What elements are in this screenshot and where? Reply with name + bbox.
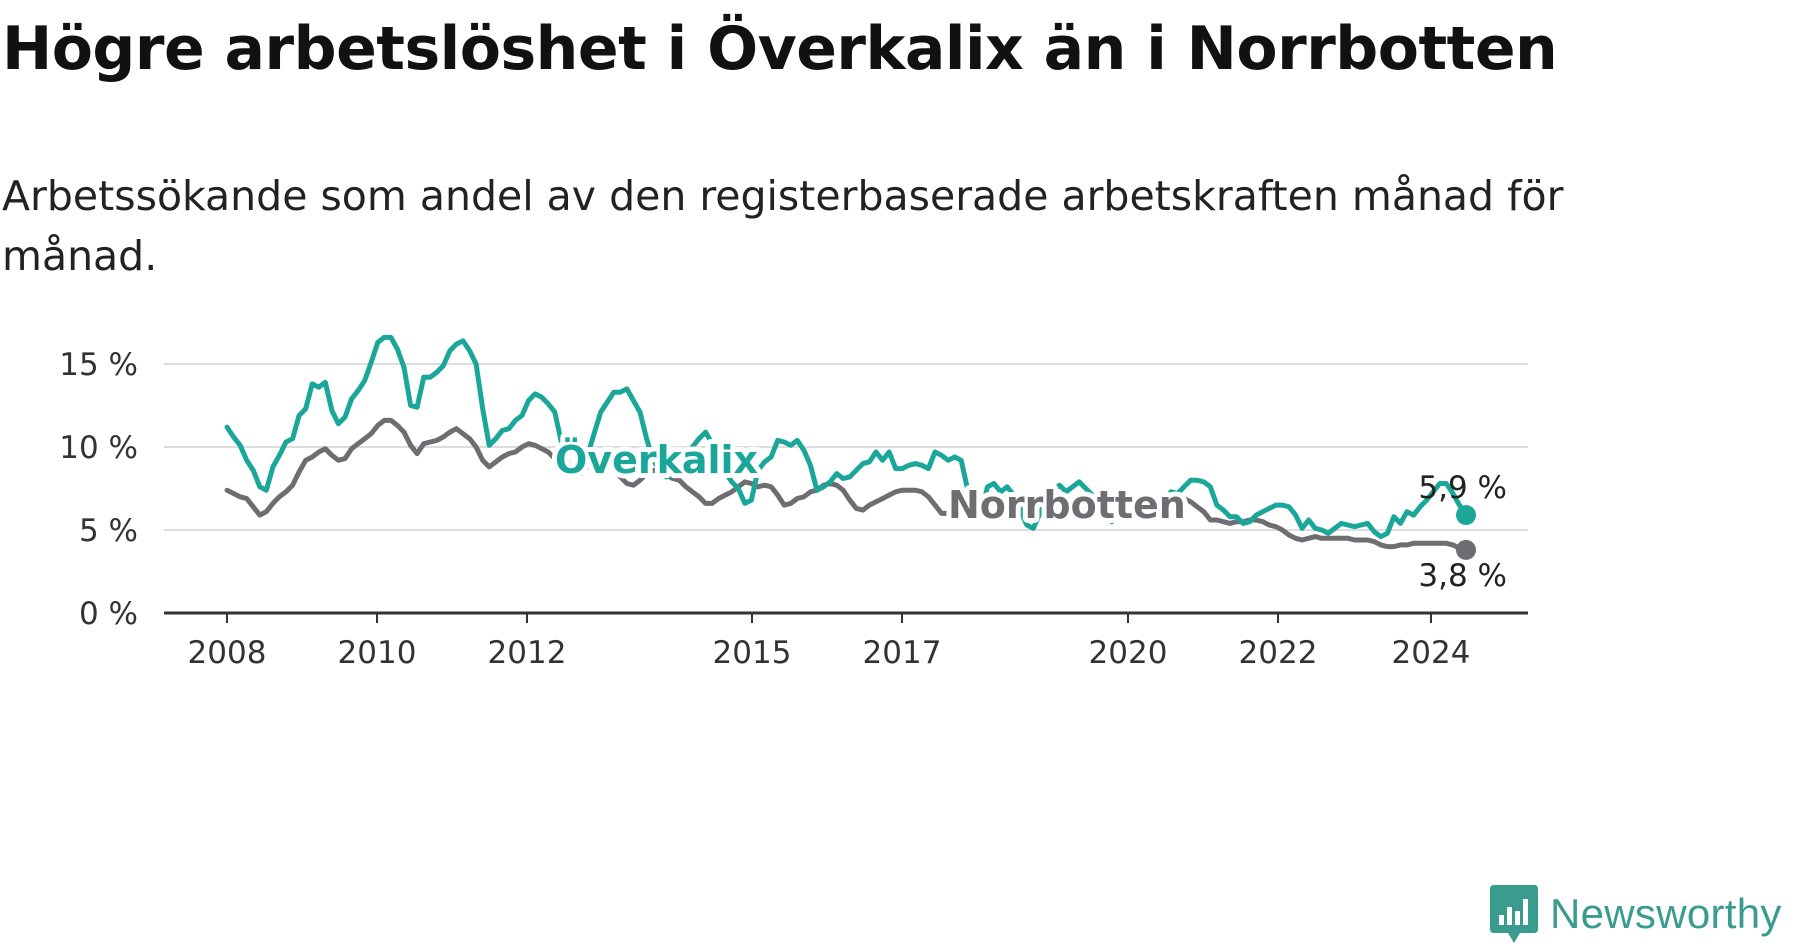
x-axis: 2008 2010 2012 2015 2017 2020 2022 2024 xyxy=(164,611,1528,671)
gridlines xyxy=(164,363,1528,531)
x-tick-label: 2008 xyxy=(188,635,267,671)
series-lines xyxy=(224,334,1476,560)
series-end-label: 3,8 % xyxy=(1418,558,1507,594)
brand-name: Newsworthy xyxy=(1550,890,1782,937)
x-tick-label: 2015 xyxy=(713,635,792,671)
y-tick-label: 5 % xyxy=(79,513,138,549)
chart-title: Högre arbetslöshet i Överkalix än i Norr… xyxy=(2,14,1558,84)
y-axis-ticks: 0 % 5 % 10 % 15 % xyxy=(59,347,138,632)
y-tick-label: 10 % xyxy=(59,430,138,466)
x-tick-label: 2022 xyxy=(1239,635,1318,671)
chart-subtitle: Arbetssökande som andel av den registerb… xyxy=(2,172,1564,280)
series-label-norrbotten: Norrbotten xyxy=(948,483,1186,527)
newsworthy-brand[interactable]: Newsworthy xyxy=(1490,885,1782,943)
series-labels: 3,8 %5,9 %ÖverkalixÖverkalixNorrbottenNo… xyxy=(550,433,1507,594)
series-label-halo: Norrbotten xyxy=(948,483,1186,527)
newsworthy-logo-icon xyxy=(1490,885,1538,943)
x-tick-label: 2012 xyxy=(488,635,567,671)
x-tick-label: 2017 xyxy=(863,635,942,671)
series-label-halo: Överkalix xyxy=(555,438,758,482)
series-line-överkalix xyxy=(224,334,1469,540)
y-tick-label: 0 % xyxy=(79,596,138,632)
y-tick-label: 15 % xyxy=(59,347,138,383)
series-end-marker xyxy=(1456,505,1476,526)
series-label-överkalix: Överkalix xyxy=(555,438,758,482)
x-tick-label: 2024 xyxy=(1392,635,1471,671)
x-tick-label: 2020 xyxy=(1089,635,1168,671)
series-line-norrbotten xyxy=(224,417,1469,553)
series-end-label: 5,9 % xyxy=(1418,470,1507,506)
x-tick-label: 2010 xyxy=(338,635,417,671)
series-end-marker xyxy=(1456,539,1476,560)
